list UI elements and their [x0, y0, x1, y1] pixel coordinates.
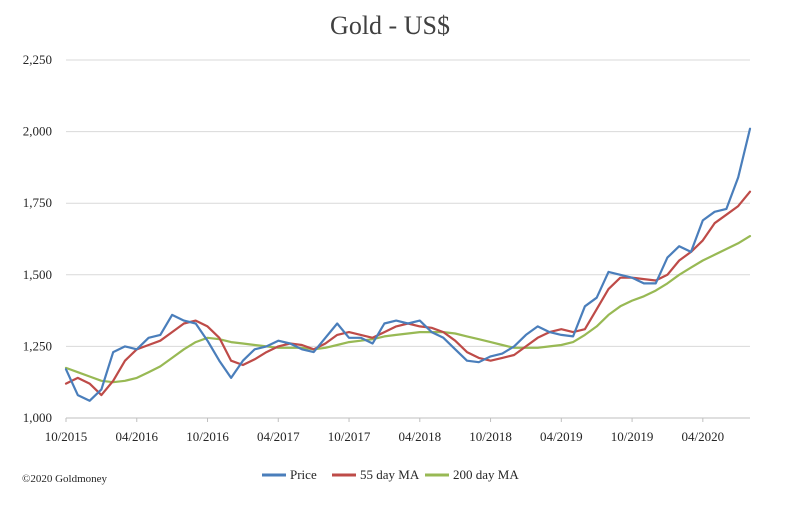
- copyright-text: ©2020 Goldmoney: [22, 473, 108, 485]
- series-line-price: [64, 127, 752, 402]
- chart-title: Gold - US$: [330, 11, 450, 40]
- legend-label-ma55: 55 day MA: [360, 467, 420, 482]
- legend: Price 55 day MA 200 day MA: [262, 467, 519, 482]
- x-tick-label: 04/2016: [115, 429, 158, 444]
- y-tick-label: 1,000: [23, 410, 52, 425]
- legend-label-ma200: 200 day MA: [453, 467, 519, 482]
- x-tick-label: 10/2015: [45, 429, 88, 444]
- x-tick-label: 10/2016: [186, 429, 229, 444]
- y-tick-label: 1,250: [23, 338, 52, 353]
- y-tick-label: 1,750: [23, 195, 52, 210]
- x-tick-label: 04/2018: [398, 429, 441, 444]
- y-tick-label: 2,000: [23, 124, 52, 139]
- x-tick-label: 04/2020: [682, 429, 725, 444]
- y-tick-label: 2,250: [23, 52, 52, 67]
- series-lines: [64, 127, 752, 402]
- legend-label-price: Price: [290, 467, 317, 482]
- x-tick-label: 10/2018: [469, 429, 512, 444]
- y-tick-label: 1,500: [23, 267, 52, 282]
- series-line-ma200: [64, 235, 752, 384]
- x-axis-tick-labels: 10/2015 04/2016 10/2016 04/2017 10/2017 04/20…: [45, 418, 724, 444]
- x-tick-label: 10/2019: [611, 429, 654, 444]
- y-axis-tick-labels: 1,000 1,250 1,500 1,750 2,000 2,250: [23, 52, 52, 425]
- x-tick-label: 04/2017: [257, 429, 300, 444]
- gridlines: [66, 59, 750, 419]
- x-tick-label: 04/2019: [540, 429, 583, 444]
- x-tick-label: 10/2017: [328, 429, 371, 444]
